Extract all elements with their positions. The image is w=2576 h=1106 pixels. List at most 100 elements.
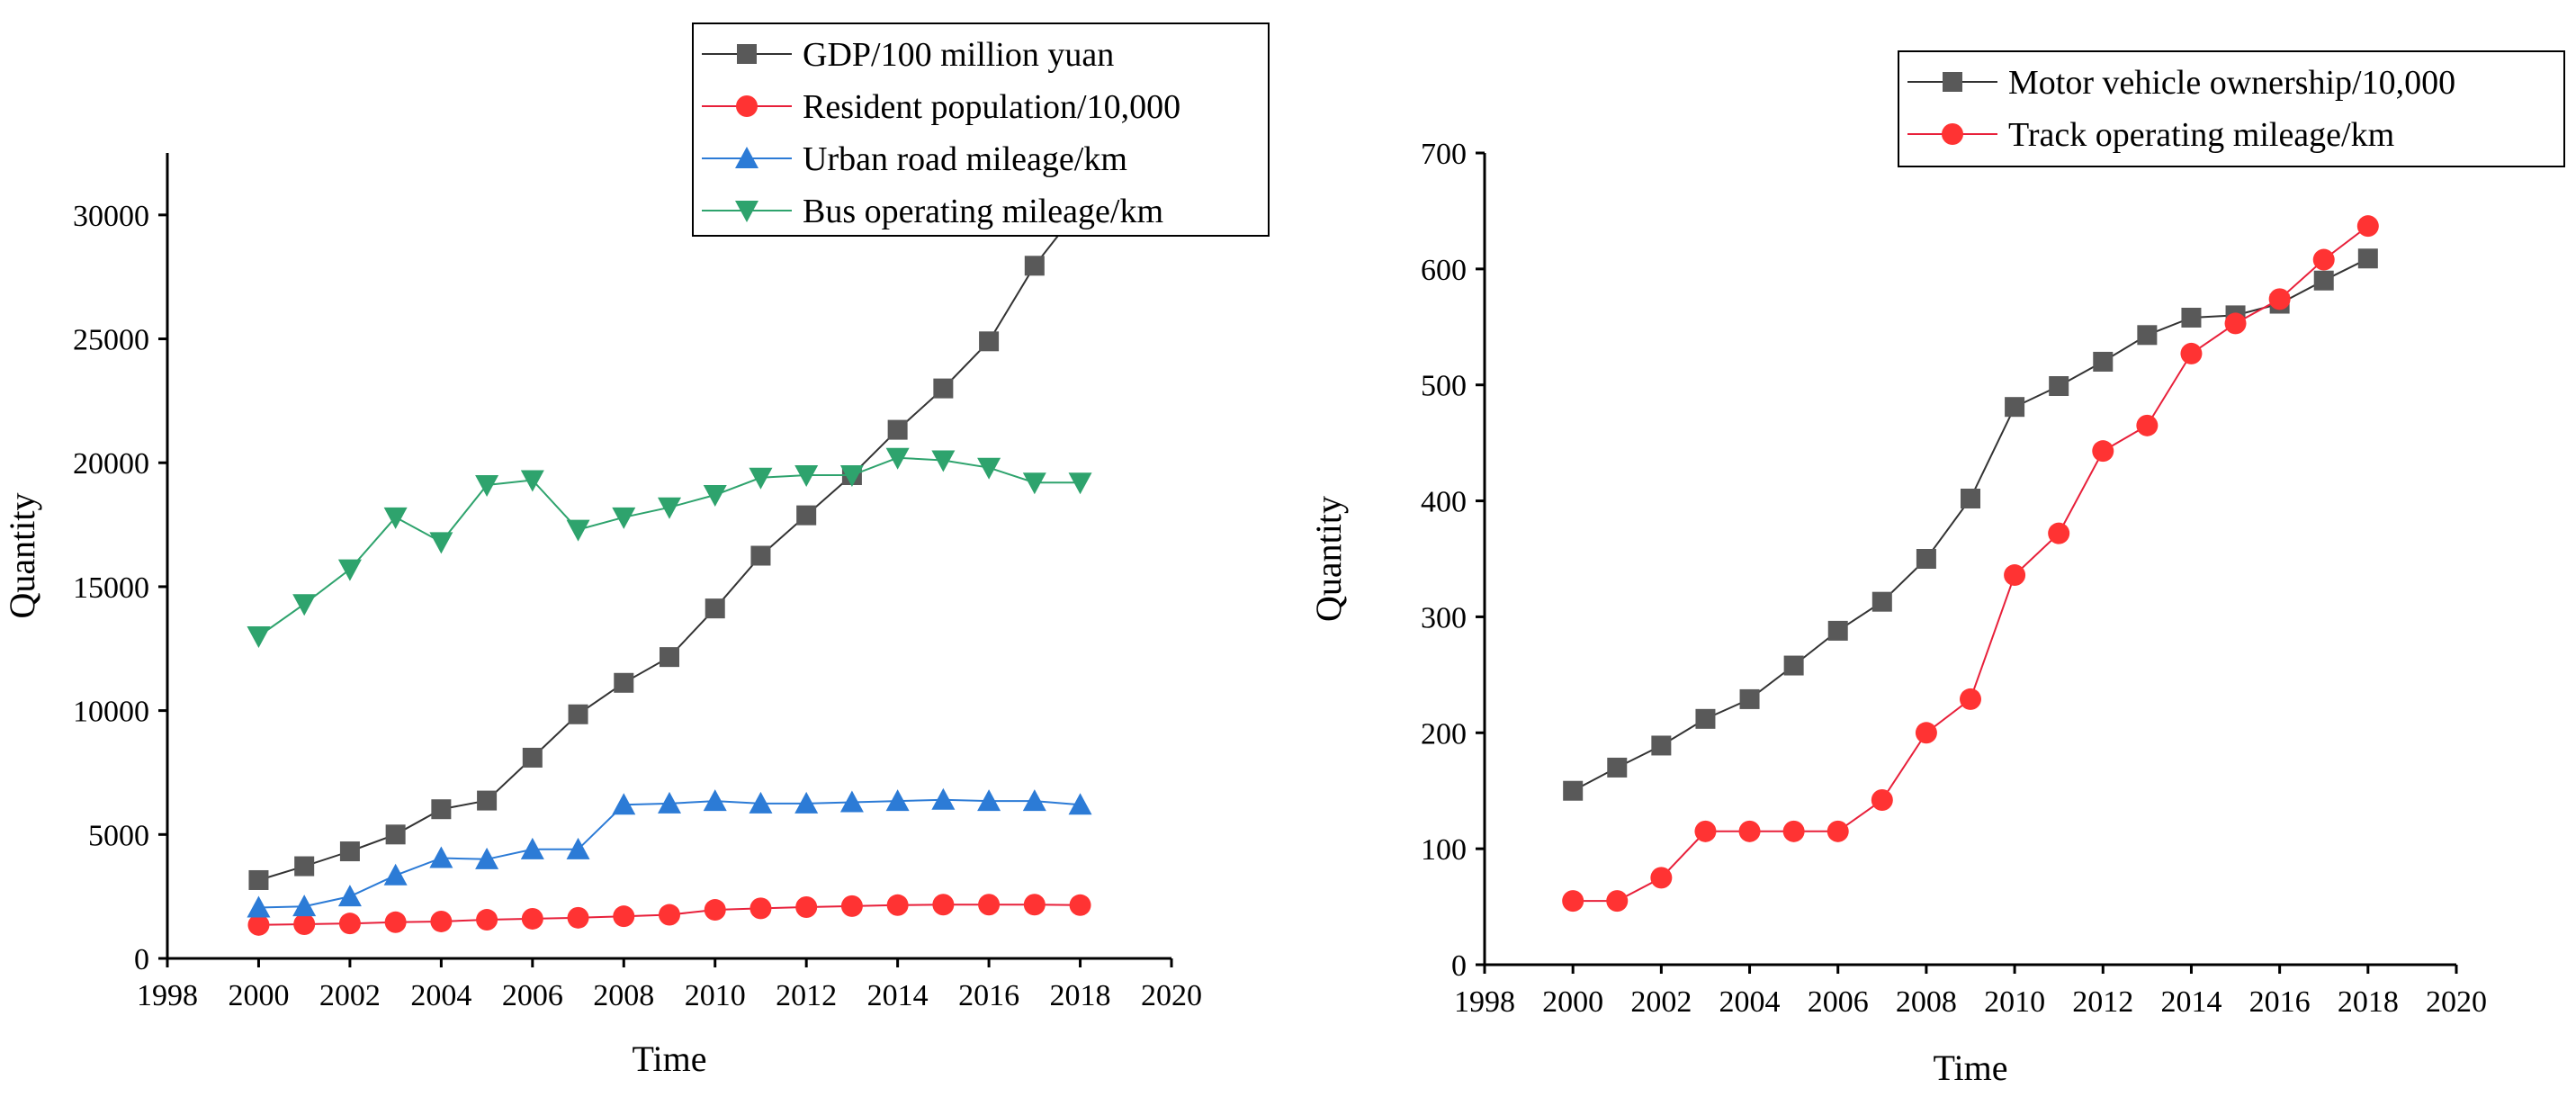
data-point: [247, 626, 271, 648]
data-point: [978, 894, 1001, 916]
data-point: [293, 913, 316, 935]
chart-panel-2: 0 100 200 300 400 500 600 700 1998 2000 2002 2004 20…: [1308, 50, 2565, 1088]
legend-label: Track operating mileage/km: [2008, 116, 2394, 154]
data-point: [2048, 522, 2070, 544]
data-point: [2224, 312, 2247, 335]
data-point: [568, 704, 588, 724]
data-point: [1068, 793, 1092, 815]
y-tick-label: 25000: [73, 324, 149, 357]
data-point: [384, 911, 407, 933]
x-tick-label: 2008: [1896, 985, 1957, 1019]
series-1: [1563, 248, 2378, 801]
data-point: [1827, 820, 1849, 842]
data-point: [704, 899, 726, 922]
data-point: [520, 837, 544, 859]
y-tick-label: 0: [1451, 949, 1467, 983]
x-tick-label: 2006: [502, 979, 563, 1012]
y-tick-label: 15000: [73, 571, 149, 605]
data-point: [2137, 325, 2158, 346]
data-point: [2093, 351, 2114, 372]
data-point: [794, 791, 819, 814]
data-point: [614, 672, 634, 693]
data-point: [1606, 890, 1629, 913]
series-line: [1572, 257, 2369, 792]
data-point: [338, 913, 361, 935]
data-point: [337, 559, 362, 581]
data-point: [885, 447, 910, 470]
data-point: [839, 790, 864, 813]
legend: GDP/100 million yuan Resident population/…: [692, 22, 1270, 237]
data-point: [337, 885, 362, 907]
data-point: [429, 846, 453, 868]
series-2: [1562, 215, 2379, 913]
y-tick-label: 600: [1421, 254, 1467, 287]
data-point: [248, 869, 269, 890]
data-point: [796, 505, 817, 526]
data-point: [750, 545, 771, 566]
data-point: [1739, 688, 1760, 709]
x-tick-label: 2014: [867, 979, 929, 1012]
x-tick-label: 2020: [1141, 979, 1202, 1012]
legend-box: [692, 22, 1270, 237]
data-point: [839, 465, 864, 487]
data-point: [840, 895, 863, 917]
data-point: [1694, 820, 1717, 842]
y-tick-label: 700: [1421, 138, 1467, 171]
data-point: [658, 791, 681, 814]
data-point: [795, 895, 818, 918]
x-tick-label: 2020: [2426, 985, 2487, 1019]
x-tick-label: 2016: [958, 979, 1019, 1012]
data-point: [475, 847, 499, 869]
data-point: [566, 519, 590, 542]
data-point: [660, 647, 679, 668]
data-point: [383, 507, 408, 529]
series-1: [248, 197, 1091, 890]
x-tick-label: 2010: [1984, 985, 2045, 1019]
x-tick-label: 2016: [2249, 985, 2311, 1019]
data-point: [1563, 780, 1584, 801]
x-tick-label: 2002: [1630, 985, 1692, 1019]
data-point: [431, 799, 452, 820]
legend-box: [1898, 50, 2565, 167]
data-point: [383, 863, 408, 886]
series-4: [247, 447, 1092, 648]
data-point: [931, 450, 956, 472]
data-point: [2181, 307, 2202, 328]
data-point: [705, 598, 725, 619]
data-point: [1871, 789, 1893, 812]
y-tick-label: 100: [1421, 833, 1467, 867]
data-point: [429, 532, 453, 554]
y-tick-label: 20000: [73, 447, 149, 481]
data-point: [339, 841, 360, 862]
data-point: [1650, 867, 1673, 889]
data-point: [477, 790, 498, 811]
x-tick-label: 2004: [1719, 985, 1781, 1019]
data-point: [749, 897, 772, 920]
x-tick-label: 2000: [1542, 985, 1603, 1019]
data-point: [522, 747, 543, 768]
data-point: [659, 904, 680, 926]
data-point: [749, 791, 773, 814]
y-tick-label: 400: [1421, 486, 1467, 519]
data-point: [385, 824, 406, 845]
data-point: [613, 905, 635, 928]
x-tick-label: 2018: [2338, 985, 2399, 1019]
legend-label: Resident population/10,000: [803, 88, 1180, 126]
data-point: [294, 856, 315, 877]
x-tick-label: 2014: [2160, 985, 2221, 1019]
data-point: [794, 465, 819, 487]
y-tick-label: 10000: [73, 696, 149, 729]
data-point: [2356, 215, 2379, 238]
x-tick-label: 2012: [2072, 985, 2133, 1019]
y-axis-title: Quantity: [2, 493, 42, 619]
legend-marker: [735, 201, 758, 222]
data-point: [887, 419, 908, 440]
data-point: [703, 485, 727, 508]
data-point: [247, 895, 271, 918]
data-point: [703, 789, 727, 812]
x-tick-label: 1998: [137, 979, 198, 1012]
data-point: [476, 909, 498, 931]
data-point: [292, 594, 317, 616]
legend-marker: [1943, 72, 1962, 92]
